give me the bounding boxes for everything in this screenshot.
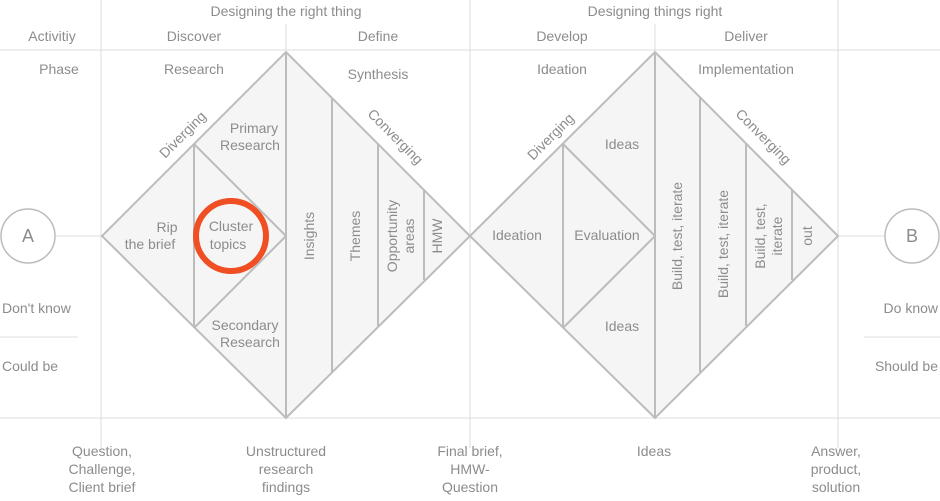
output-2-line2: research [259, 461, 313, 477]
output-5-line2: product, [811, 461, 862, 477]
build-test-iterate-2: Build, test, iterate [715, 190, 731, 298]
build-test-iterate-1: Build, test, iterate [669, 182, 685, 290]
primary-research-line2: Research [220, 137, 280, 153]
output-3-line3: Question [442, 479, 498, 495]
activity-deliver: Deliver [724, 28, 768, 44]
ideas-top-label: Ideas [605, 136, 639, 152]
output-1-line3: Client brief [69, 479, 136, 495]
grid-lines [0, 0, 940, 448]
output-1-line2: Challenge, [69, 461, 136, 477]
build-test-iterate-3-line1: Build, test, [752, 203, 768, 268]
opportunity-areas-line1: Opportunity [384, 200, 400, 272]
secondary-research-line1: Secondary [212, 317, 279, 333]
ideation-label: Ideation [492, 227, 542, 243]
build-test-iterate-3-line2: iterate [769, 216, 785, 255]
insights-label: Insights [301, 212, 317, 260]
end-point-label: B [906, 226, 918, 246]
label-should-be: Should be [875, 358, 938, 374]
activity-discover: Discover [167, 28, 222, 44]
activity-develop: Develop [536, 28, 588, 44]
diamond-develop-deliver [468, 50, 840, 420]
output-2-line3: findings [262, 479, 310, 495]
activity-define: Define [358, 28, 399, 44]
phase-ideation: Ideation [537, 61, 587, 77]
highlight-circle [193, 198, 269, 274]
output-4-line1: Ideas [637, 443, 671, 459]
themes-label: Themes [347, 211, 363, 262]
row-label-phase: Phase [39, 61, 79, 77]
primary-research-line1: Primary [230, 120, 278, 136]
diamond-2-outline [468, 50, 840, 420]
header-designing-things-right: Designing things right [588, 3, 723, 19]
output-3-line1: Final brief, [437, 443, 502, 459]
secondary-research-line2: Research [220, 334, 280, 350]
output-5-line1: Answer, [811, 443, 861, 459]
out-label: out [799, 226, 815, 246]
header-designing-right-thing: Designing the right thing [211, 3, 362, 19]
evaluation-label: Evaluation [574, 227, 639, 243]
output-3-line2: HMW- [450, 461, 490, 477]
row-label-activities: Activitiy [28, 28, 75, 44]
opportunity-areas-line2: areas [401, 218, 417, 253]
label-could-be: Could be [2, 358, 58, 374]
ideas-bottom-label: Ideas [605, 318, 639, 334]
cluster-topics-line1: Cluster [209, 218, 254, 234]
rip-brief-line1: Rip [156, 219, 177, 235]
start-point-a [0, 208, 56, 264]
outputs-row: Question, Challenge, Client brief Unstru… [69, 443, 862, 495]
phase-synthesis: Synthesis [348, 66, 409, 82]
label-do-know: Do know [884, 300, 939, 316]
end-point-b [884, 208, 940, 264]
output-2-line1: Unstructured [246, 443, 326, 459]
output-1-line1: Question, [72, 443, 132, 459]
cluster-topics-line2: topics [210, 236, 247, 252]
label-dont-know: Don't know [2, 300, 72, 316]
rip-brief-line2: the brief [125, 236, 176, 252]
hmw-label: HMW [429, 218, 445, 254]
start-point-label: A [22, 226, 34, 246]
phase-research: Research [164, 61, 224, 77]
phase-implementation: Implementation [698, 61, 794, 77]
output-5-line3: solution [812, 479, 860, 495]
